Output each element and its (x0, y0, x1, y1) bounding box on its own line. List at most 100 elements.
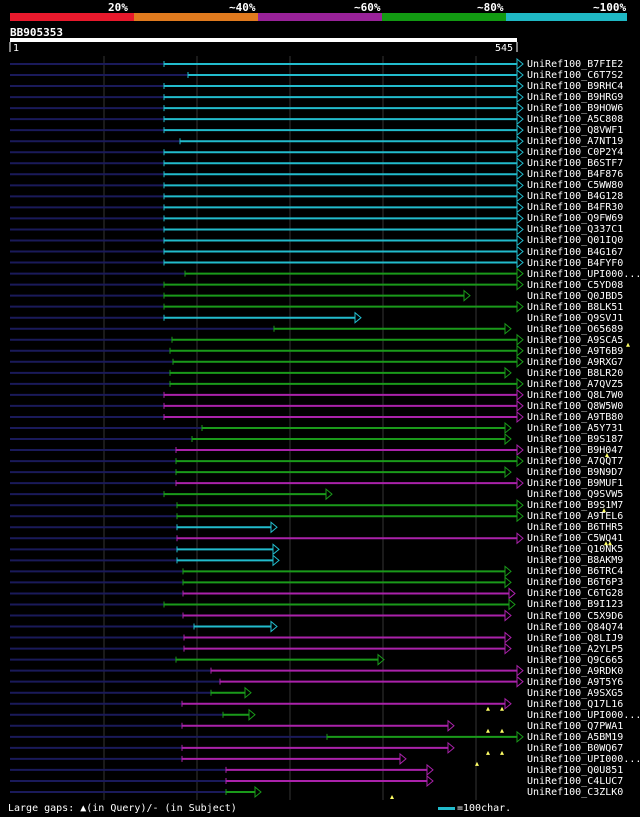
hit-label[interactable]: UniRef100_Q8LIJ9 (527, 632, 624, 644)
hit-arrow (516, 388, 524, 401)
hit-label[interactable]: UniRef100_Q10NK5 (527, 544, 624, 556)
legend-label-3: ~60% (354, 1, 381, 14)
hit-arrow (508, 598, 516, 611)
hit-arrow (377, 653, 385, 666)
hit-label[interactable]: UniRef100_Q17L16 (527, 698, 624, 710)
hit-label[interactable]: UniRef100_C5WW80 (527, 180, 624, 192)
hit-arrow (516, 278, 524, 291)
hit-label[interactable]: UniRef100_B9N9D7 (527, 467, 624, 479)
gap-marker (626, 342, 630, 347)
hit-arrow (447, 719, 455, 732)
hit-label[interactable]: UniRef100_B6TRC4 (527, 566, 624, 578)
hit-label[interactable]: UniRef100_Q7PWA1 (527, 720, 624, 732)
hit-label[interactable]: UniRef100_C3ZLK0 (527, 786, 624, 798)
gap-marker (604, 541, 608, 546)
hit-label[interactable]: UniRef100_Q8W5W0 (527, 400, 624, 412)
hit-label[interactable]: UniRef100_Q337C1 (527, 224, 624, 236)
hit-arrow (516, 102, 524, 115)
gap-marker (486, 728, 490, 733)
hit-label[interactable]: UniRef100_B9I123 (527, 599, 624, 611)
hit-arrow (508, 587, 516, 600)
hit-label[interactable]: UniRef100_Q8L7W0 (527, 389, 624, 401)
hit-label[interactable]: UniRef100_B9S1M7 (527, 500, 624, 512)
query-id: BB905353 (10, 26, 63, 39)
gap-marker (390, 794, 394, 799)
hit-arrow (244, 686, 252, 699)
hit-label[interactable]: UniRef100_B6STF7 (527, 158, 624, 170)
hit-arrow (399, 752, 407, 765)
hit-label[interactable]: UniRef100_A9T5Y6 (527, 676, 624, 688)
hit-label[interactable]: UniRef100_A9RXG7 (527, 356, 624, 368)
hit-label[interactable]: UniRef100_Q9C665 (527, 654, 624, 666)
hit-label[interactable]: UniRef100_Q0JBD5 (527, 290, 624, 302)
hit-label[interactable]: UniRef100_UPI000... (527, 709, 640, 721)
hit-label[interactable]: UniRef100_Q9SVW5 (527, 489, 624, 501)
hit-label[interactable]: UniRef100_A5C808 (527, 114, 624, 126)
hit-label[interactable]: UniRef100_B6THR5 (527, 522, 624, 534)
hit-label[interactable]: UniRef100_UPI000... (527, 268, 640, 280)
hit-arrow (516, 223, 524, 236)
hit-label[interactable]: UniRef100_Q84Q74 (527, 621, 624, 633)
hit-label[interactable]: UniRef100_UPI000... (527, 753, 640, 765)
hit-arrow (516, 68, 524, 82)
hit-label[interactable]: UniRef100_C0P2Y4 (527, 147, 624, 159)
hit-label[interactable]: UniRef100_B8LR20 (527, 367, 624, 379)
hit-arrow (516, 510, 524, 523)
hit-label[interactable]: UniRef100_Q0U851 (527, 764, 624, 776)
hit-arrow (516, 664, 524, 677)
hit-label[interactable]: UniRef100_C6T7S2 (527, 70, 624, 82)
hit-label[interactable]: UniRef100_A9TB80 (527, 411, 624, 423)
hit-label[interactable]: UniRef100_C5YD08 (527, 279, 624, 291)
hit-label[interactable]: UniRef100_C6TG28 (527, 588, 624, 600)
hit-label[interactable]: UniRef100_B7FIE2 (527, 59, 624, 70)
hit-arrow (504, 322, 512, 335)
hit-label[interactable]: UniRef100_B9RHC4 (527, 81, 624, 93)
hit-arrow (504, 366, 512, 379)
hit-label[interactable]: UniRef100_O65689 (527, 323, 624, 335)
hit-label[interactable]: UniRef100_Q01IQ0 (527, 235, 624, 247)
legend-label-4: ~80% (477, 1, 504, 14)
hit-label[interactable]: UniRef100_B4G167 (527, 246, 624, 258)
hit-label[interactable]: UniRef100_Q9SVJ1 (527, 312, 624, 324)
legend-bar-2 (134, 13, 258, 21)
hit-arrow (272, 543, 280, 556)
legend-bar-4 (382, 13, 506, 21)
hit-label[interactable]: UniRef100_B4F876 (527, 169, 624, 181)
hit-label[interactable]: UniRef100_C4LUC7 (527, 775, 624, 787)
hit-label[interactable]: UniRef100_B4FR30 (527, 202, 624, 214)
hit-label[interactable]: UniRef100_Q9FW69 (527, 213, 624, 225)
legend-label-1: 20% (108, 1, 128, 14)
hit-label[interactable]: UniRef100_A7QQT7 (527, 456, 624, 468)
hit-label[interactable]: UniRef100_A7QVZ5 (527, 378, 624, 390)
hit-arrow (248, 708, 256, 721)
hit-label[interactable]: UniRef100_A9TEL6 (527, 511, 624, 523)
hit-arrow (516, 344, 524, 357)
hit-label[interactable]: UniRef100_B4G128 (527, 191, 624, 203)
hit-arrow (516, 499, 524, 512)
hit-label[interactable]: UniRef100_C5X9D6 (527, 610, 624, 622)
hit-label[interactable]: UniRef100_A9SXG5 (527, 687, 624, 699)
legend-label-5: ~100% (593, 1, 627, 14)
hit-label[interactable]: UniRef100_B9S187 (527, 434, 624, 446)
hit-label[interactable]: UniRef100_B9MUF1 (527, 478, 624, 490)
hit-label[interactable]: UniRef100_A5Y731 (527, 422, 624, 434)
gap-marker (500, 750, 504, 755)
hit-label[interactable]: UniRef100_B0WQ67 (527, 742, 624, 754)
hit-label[interactable]: UniRef100_Q8VWF1 (527, 125, 624, 137)
hit-label[interactable]: UniRef100_A5BM19 (527, 731, 624, 743)
hit-label[interactable]: UniRef100_A2YLP5 (527, 643, 624, 655)
hit-label[interactable]: UniRef100_B9HRG9 (527, 92, 624, 104)
hit-label[interactable]: UniRef100_B6T6P3 (527, 577, 624, 589)
hit-arrow (516, 443, 524, 457)
hit-arrow (516, 256, 524, 269)
hit-label[interactable]: UniRef100_A7NT19 (527, 136, 624, 148)
hit-label[interactable]: UniRef100_B9H047 (527, 445, 624, 457)
hit-label[interactable]: UniRef100_A9T6B9 (527, 345, 624, 357)
hit-label[interactable]: UniRef100_B8AKM9 (527, 555, 624, 567)
hit-label[interactable]: UniRef100_B8LK51 (527, 301, 624, 313)
hit-label[interactable]: UniRef100_A9RDK0 (527, 665, 624, 677)
hit-label[interactable]: UniRef100_A9SCA5 (527, 334, 624, 346)
hit-label[interactable]: UniRef100_B4FYF0 (527, 257, 624, 269)
hit-label[interactable]: UniRef100_B9HOW6 (527, 103, 624, 115)
hit-label[interactable]: UniRef100_C5WQ41 (527, 533, 624, 545)
